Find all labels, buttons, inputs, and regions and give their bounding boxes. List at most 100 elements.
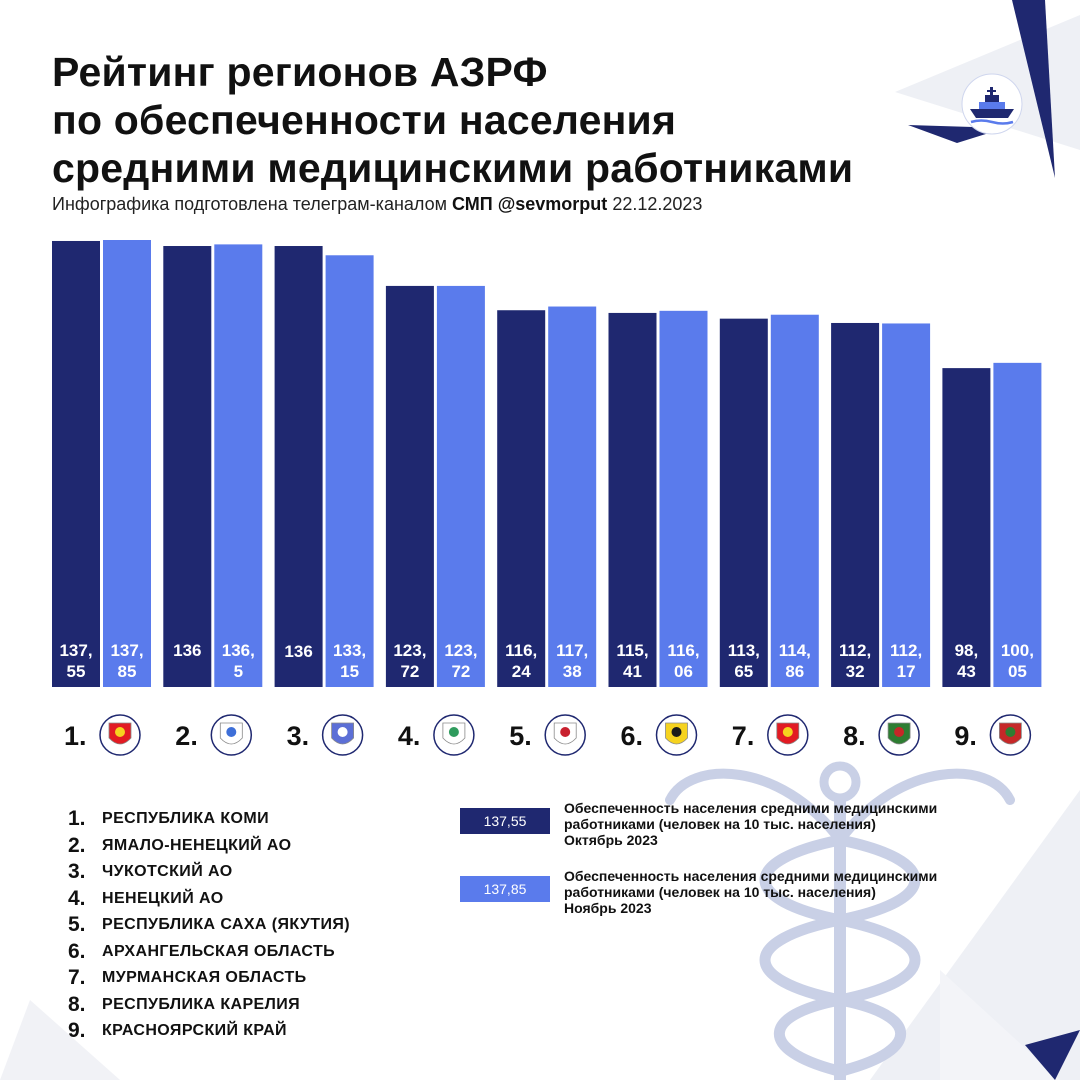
bar-value-label: 86 (785, 662, 804, 681)
legend-region-item: 1. РЕСПУБЛИКА КОМИ (68, 806, 350, 833)
legend-region-name: КРАСНОЯРСКИЙ КРАЙ (102, 1022, 287, 1040)
komi-emblem (99, 714, 141, 756)
region-legend: 1. РЕСПУБЛИКА КОМИ 2. ЯМАЛО-НЕНЕЦКИЙ АО 3. ЧУ… (68, 806, 350, 1045)
legend-region-item: 9. КРАСНОЯРСКИЙ КРАЙ (68, 1018, 350, 1045)
bar-value-label: 115, (616, 641, 648, 660)
legend-region-number: 6. (68, 939, 86, 963)
legend-region-number: 4. (68, 886, 86, 910)
icebreaker-ship-logo (961, 73, 1023, 135)
rank-label: 5. (509, 721, 532, 751)
bar-november-7 (770, 314, 819, 687)
legend-october: 137,55 Обеспеченность населения средними… (460, 800, 1044, 848)
legend-region-name: РЕСПУБЛИКА КОМИ (102, 810, 269, 828)
rank-label: 8. (843, 721, 866, 751)
legend-october-line: работниками (человек на 10 тыс. населени… (564, 816, 876, 832)
bar-october-5 (497, 310, 546, 687)
bar-value-label: 32 (846, 662, 865, 681)
bar-value-label: 137, (110, 641, 143, 660)
bar-value-label: 55 (67, 662, 86, 681)
legend-region-item: 8. РЕСПУБЛИКА КАРЕЛИЯ (68, 992, 350, 1019)
bar-november-1 (103, 240, 151, 687)
bar-november-5 (548, 306, 597, 687)
bar-value-label: 117, (556, 641, 588, 660)
bar-value-label: 100, (1001, 641, 1034, 660)
bar-october-3 (274, 246, 323, 687)
legend-region-item: 6. АРХАНГЕЛЬСКАЯ ОБЛАСТЬ (68, 939, 350, 966)
nenets-emblem (433, 714, 475, 756)
yamal-emblem (210, 714, 253, 756)
bar-value-label: 133, (333, 641, 366, 660)
bar-november-3 (325, 255, 374, 687)
legend-region-name: ЧУКОТСКИЙ АО (102, 863, 233, 881)
legend-region-name: НЕНЕЦКИЙ АО (102, 889, 224, 907)
legend-october-line: Октябрь 2023 (564, 832, 658, 848)
karelia-emblem (878, 714, 920, 756)
legend-region-item: 7. МУРМАНСКАЯ ОБЛАСТЬ (68, 965, 350, 992)
bar-october-7 (719, 318, 768, 687)
arkhangelsk-emblem (655, 714, 698, 756)
legend-region-name: РЕСПУБЛИКА КАРЕЛИЯ (102, 995, 301, 1013)
rank-label: 4. (398, 721, 421, 751)
legend-region-number: 8. (68, 992, 86, 1016)
legend-region-item: 4. НЕНЕЦКИЙ АО (68, 886, 350, 913)
bar-value-label: 136 (284, 642, 312, 661)
bar-value-label: 05 (1008, 662, 1027, 681)
bar-value-label: 65 (734, 662, 753, 681)
subtitle-brand: СМП @sevmorput (452, 194, 608, 214)
bar-november-9 (993, 362, 1042, 687)
legend-november-text: Обеспеченность населения средними медици… (564, 868, 1044, 916)
bar-october-9 (942, 368, 991, 687)
legend-region-number: 9. (68, 1019, 86, 1043)
bar-value-label: 98, (955, 641, 979, 660)
bar-value-label: 136, (222, 641, 255, 660)
bar-value-label: 06 (674, 662, 693, 681)
murmansk-emblem (767, 714, 809, 756)
legend-november-swatch: 137,85 (460, 876, 550, 902)
bar-november-2 (214, 244, 263, 687)
title-line-1: Рейтинг регионов АЗРФ (52, 49, 548, 95)
rank-label: 7. (732, 721, 755, 751)
bar-value-label: 112, (890, 641, 922, 660)
rank-label: 2. (175, 721, 198, 751)
bar-value-label: 72 (451, 662, 470, 681)
legend-october-text: Обеспеченность населения средними медици… (564, 800, 1044, 848)
legend-region-name: АРХАНГЕЛЬСКАЯ ОБЛАСТЬ (102, 942, 336, 960)
bar-october-6 (608, 312, 657, 687)
bar-value-label: 123, (444, 641, 477, 660)
chukotka-emblem (321, 714, 364, 756)
bar-value-label: 116, (667, 641, 699, 660)
legend-region-item: 2. ЯМАЛО-НЕНЕЦКИЙ АО (68, 833, 350, 860)
subtitle-prefix: Инфографика подготовлена телеграм-канало… (52, 194, 447, 214)
bar-value-label: 15 (340, 662, 359, 681)
bar-value-label: 5 (234, 662, 243, 681)
bar-october-1 (52, 240, 100, 687)
bar-november-8 (882, 323, 931, 687)
bar-value-label: 17 (897, 662, 916, 681)
bar-chart: 137, 55 136 136 123, 72 116, 24 115, 41 113, 65 112,… (52, 240, 1042, 756)
legend-november-line: Ноябрь 2023 (564, 900, 652, 916)
legend-region-number: 1. (68, 807, 86, 831)
bar-october-2 (163, 246, 212, 687)
rank-label: 1. (64, 721, 87, 751)
title-line-2: по обеспеченности населения (52, 97, 677, 143)
legend-region-number: 3. (68, 860, 86, 884)
legend-region-name: РЕСПУБЛИКА САХА (ЯКУТИЯ) (102, 916, 350, 934)
legend-november: 137,85 Обеспеченность населения средними… (460, 868, 1044, 916)
bar-value-label: 114, (779, 641, 811, 660)
subtitle-date: 22.12.2023 (612, 194, 703, 214)
bar-value-label: 137, (59, 641, 92, 660)
bar-october-4 (385, 285, 434, 687)
bar-november-6 (659, 310, 708, 687)
rank-label: 9. (954, 721, 977, 751)
legend-region-item: 5. РЕСПУБЛИКА САХА (ЯКУТИЯ) (68, 912, 350, 939)
bar-value-label: 24 (512, 662, 531, 681)
bar-value-label: 41 (623, 662, 642, 681)
bar-value-label: 112, (839, 641, 871, 660)
rank-label: 3. (287, 721, 310, 751)
legend-region-item: 3. ЧУКОТСКИЙ АО (68, 859, 350, 886)
legend-region-name: МУРМАНСКАЯ ОБЛАСТЬ (102, 969, 307, 987)
rank-label: 6. (621, 721, 644, 751)
bar-october-8 (831, 322, 880, 687)
bar-value-label: 72 (400, 662, 419, 681)
legend-november-line: Обеспеченность населения средними медици… (564, 868, 938, 884)
